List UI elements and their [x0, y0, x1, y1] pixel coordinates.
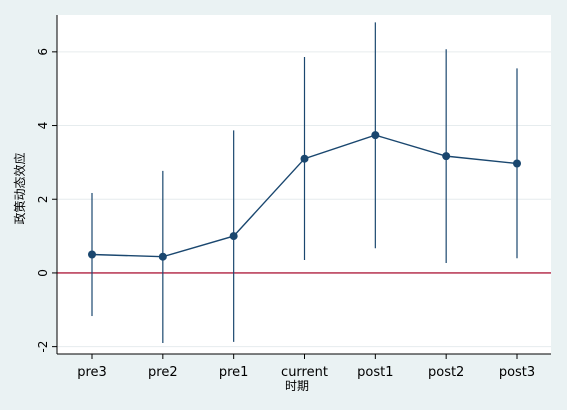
data-point [371, 131, 380, 140]
y-tick-label: -2 [36, 341, 50, 353]
x-tick-label: pre2 [148, 365, 178, 380]
y-axis-label: 政策动态效应 [12, 152, 27, 224]
data-point [513, 159, 521, 168]
data-point [229, 232, 238, 241]
y-tick-label: 6 [36, 48, 50, 56]
y-tick-label: 2 [36, 195, 50, 203]
y-tick-label: 0 [36, 269, 50, 277]
y-ticks: -2 0 2 4 6 [36, 48, 57, 353]
x-tick-label: post2 [428, 365, 464, 380]
data-point [300, 154, 309, 163]
data-points [88, 131, 521, 261]
x-tick-label: current [281, 365, 328, 380]
y-tick-label: 4 [36, 122, 50, 130]
x-tick-label: post1 [357, 365, 393, 380]
x-tick-label: pre3 [77, 365, 107, 380]
data-point [158, 252, 167, 261]
x-tick-label: pre1 [219, 365, 249, 380]
data-point [88, 250, 96, 259]
x-tick-label: post3 [499, 365, 535, 380]
x-axis-label: 时期 [285, 379, 309, 393]
data-point [442, 152, 451, 161]
x-ticks: pre3 pre2 pre1 current post1 post2 post3 [77, 354, 535, 380]
